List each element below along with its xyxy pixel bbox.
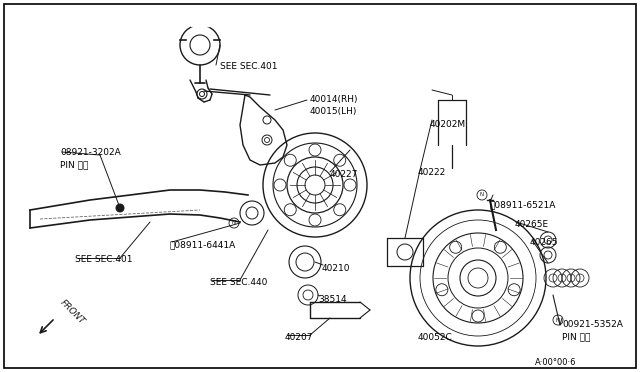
Text: SEE SEC.401: SEE SEC.401 — [220, 62, 278, 71]
Text: 00921-5352A: 00921-5352A — [562, 320, 623, 329]
Text: 40227: 40227 — [330, 170, 358, 179]
Text: 40265E: 40265E — [515, 220, 549, 229]
Text: A·00°00·6: A·00°00·6 — [535, 358, 577, 367]
Text: 40265: 40265 — [530, 238, 559, 247]
Text: 40202M: 40202M — [430, 120, 466, 129]
Text: 40014(RH): 40014(RH) — [310, 95, 358, 104]
Text: FRONT: FRONT — [58, 298, 86, 326]
Text: 40210: 40210 — [322, 264, 351, 273]
Text: ⓝ08911-6521A: ⓝ08911-6521A — [490, 200, 556, 209]
Text: 40222: 40222 — [418, 168, 446, 177]
Text: N: N — [556, 317, 560, 323]
Text: 40207: 40207 — [285, 333, 314, 342]
Text: N: N — [480, 192, 484, 198]
Text: PIN ピン: PIN ピン — [562, 332, 590, 341]
Text: SEE SEC.440: SEE SEC.440 — [210, 278, 268, 287]
Text: ⓝ08911-6441A: ⓝ08911-6441A — [170, 240, 236, 249]
Text: 40015(LH): 40015(LH) — [310, 107, 357, 116]
Text: N: N — [232, 221, 236, 225]
Text: 38514: 38514 — [318, 295, 347, 304]
Text: 08921-3202A: 08921-3202A — [60, 148, 121, 157]
Circle shape — [116, 204, 124, 212]
Text: SEE SEC.401: SEE SEC.401 — [75, 255, 132, 264]
Text: 40052C: 40052C — [418, 333, 452, 342]
Text: PIN ピン: PIN ピン — [60, 160, 88, 169]
